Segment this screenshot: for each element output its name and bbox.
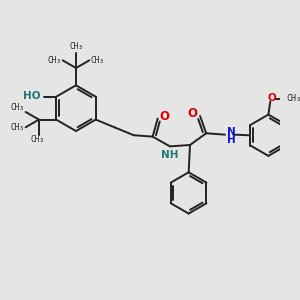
Text: O: O: [159, 110, 169, 123]
Text: CH₃: CH₃: [31, 135, 44, 144]
Text: CH₃: CH₃: [286, 94, 300, 103]
Text: N: N: [226, 128, 235, 137]
Text: O: O: [188, 107, 198, 120]
Text: HO: HO: [23, 91, 40, 100]
Text: H: H: [226, 135, 235, 145]
Text: CH₃: CH₃: [10, 123, 24, 132]
Text: CH₃: CH₃: [10, 103, 24, 112]
Text: CH₃: CH₃: [47, 56, 61, 65]
Text: NH: NH: [160, 150, 178, 160]
Text: CH₃: CH₃: [69, 42, 83, 51]
Text: CH₃: CH₃: [91, 56, 104, 65]
Text: O: O: [267, 93, 276, 103]
